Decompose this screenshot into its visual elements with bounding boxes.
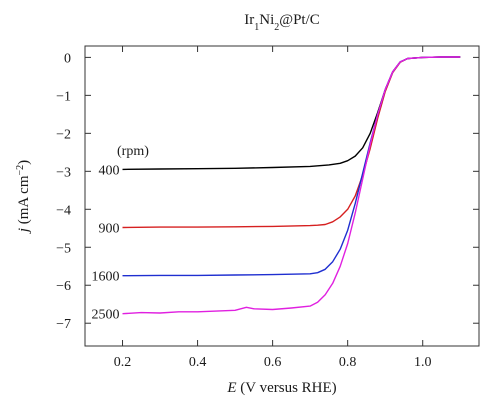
- y-tick-labels: 0 −1 −2 −3 −4 −5 −6 −7: [56, 51, 71, 332]
- series-lines: [122, 56, 461, 315]
- y-tick-label: −6: [56, 279, 71, 294]
- y-tick-label: −2: [56, 127, 71, 142]
- y-tick-label: 0: [64, 51, 71, 66]
- y-tick-label: −7: [56, 317, 71, 332]
- y-axis-label: j (mA cm−2): [15, 160, 33, 234]
- x-tick-label: 1.0: [414, 355, 432, 370]
- x-axis-label: E (V versus RHE): [226, 380, 336, 396]
- tick-marks: [85, 46, 479, 346]
- legend-header: (rpm): [117, 144, 149, 159]
- series-labels: 400 900 1600 2500: [92, 163, 120, 322]
- x-tick-label: 0.8: [339, 355, 357, 370]
- y-tick-label: −4: [56, 203, 71, 218]
- plot-frame: [84, 45, 480, 347]
- series-label-1600: 1600: [92, 270, 120, 285]
- x-tick-label: 0.4: [189, 355, 207, 370]
- y-tick-label: −1: [56, 89, 71, 104]
- y-tick-label: −3: [56, 165, 71, 180]
- chart-title: Ir1Ni2@Pt/C: [244, 12, 320, 33]
- series-line-900: [122, 56, 461, 229]
- y-tick-label: −5: [56, 241, 71, 256]
- x-tick-label: 0.6: [264, 355, 282, 370]
- series-line-400: [122, 56, 461, 171]
- x-tick-label: 0.2: [114, 355, 132, 370]
- series-label-400: 400: [99, 163, 120, 178]
- series-label-900: 900: [99, 222, 120, 237]
- x-tick-labels: 0.2 0.4 0.6 0.8 1.0: [114, 355, 432, 370]
- series-label-2500: 2500: [92, 308, 120, 323]
- series-line-2500: [122, 56, 461, 315]
